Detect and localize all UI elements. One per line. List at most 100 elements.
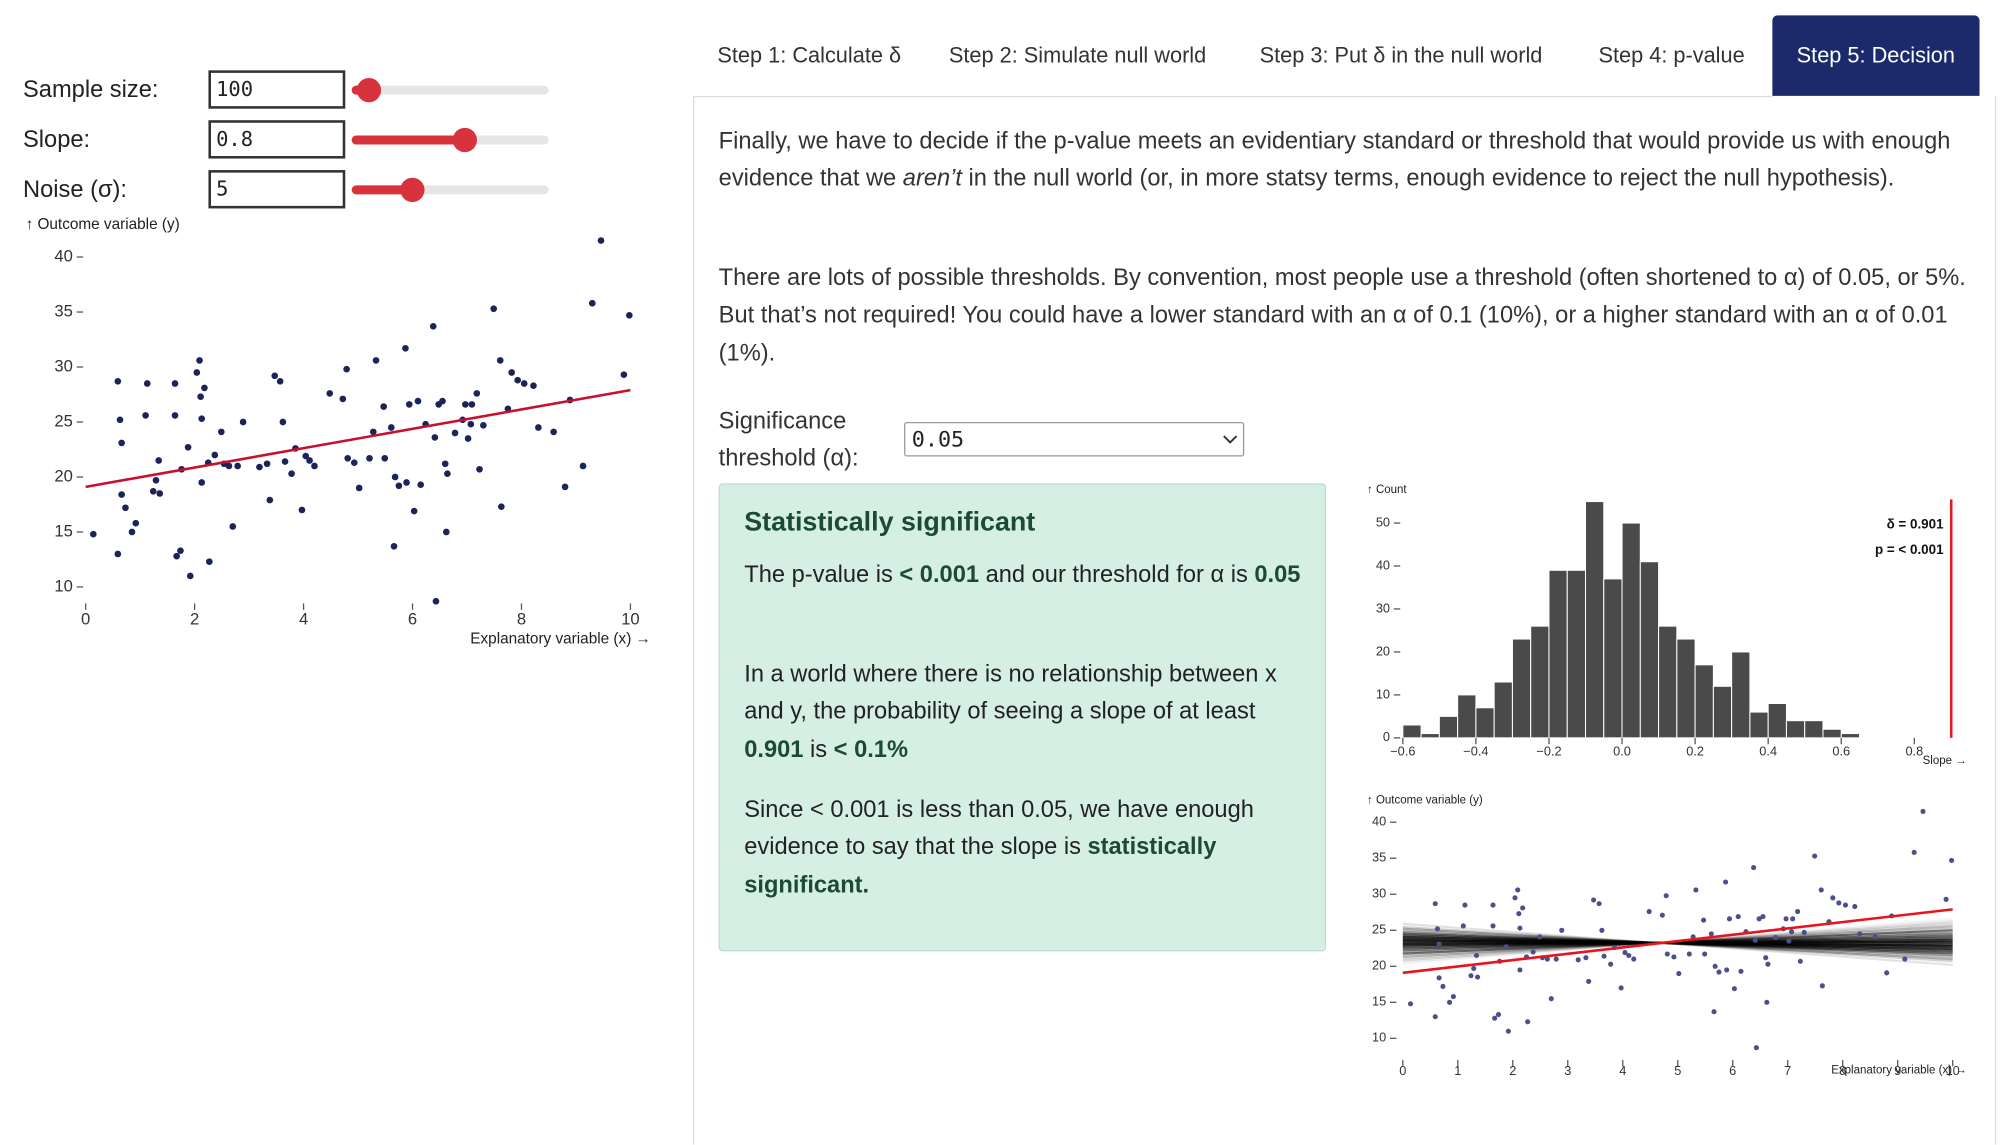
tab-active[interactable]: Step 5: Decision <box>1772 15 1980 96</box>
slider-thumb[interactable] <box>452 127 477 153</box>
slider[interactable] <box>351 127 549 153</box>
point <box>1786 938 1792 944</box>
text: is <box>803 734 834 762</box>
point <box>1701 917 1707 923</box>
point <box>288 470 295 478</box>
point <box>1773 934 1779 941</box>
point <box>1503 944 1509 950</box>
tab[interactable]: Step 3: Put δ in the null world <box>1259 43 1543 68</box>
point <box>206 558 213 565</box>
point <box>266 496 274 504</box>
point <box>184 443 192 451</box>
point <box>350 459 358 467</box>
number-input[interactable]: 0.8 <box>208 120 346 159</box>
point <box>402 344 409 352</box>
point <box>429 322 437 330</box>
point <box>1601 953 1607 959</box>
tab[interactable]: Step 2: Simulate null world <box>948 43 1207 68</box>
text: In a world where there is no relationshi… <box>744 659 1277 725</box>
point <box>217 428 225 436</box>
point <box>1738 968 1744 974</box>
slider[interactable] <box>351 78 549 103</box>
point <box>451 429 459 437</box>
point <box>1505 1028 1511 1034</box>
point <box>395 482 403 490</box>
y-tick-label: 20 <box>1372 958 1386 973</box>
point <box>417 481 425 489</box>
point <box>1622 950 1628 956</box>
point <box>1432 901 1438 907</box>
delta-label: δ = 0.901 <box>1887 516 1945 531</box>
point <box>1712 963 1718 969</box>
x-tick-label: 0 <box>1399 1063 1406 1078</box>
y-tick-label: 15 <box>54 521 72 540</box>
point <box>1475 974 1481 980</box>
slider-thumb[interactable] <box>356 78 382 103</box>
point <box>177 547 184 554</box>
point <box>490 305 498 313</box>
number-input[interactable]: 5 <box>208 170 346 209</box>
y-tick-label: 35 <box>1372 850 1386 865</box>
point <box>1530 949 1536 955</box>
x-tick-label: 2 <box>1509 1063 1516 1078</box>
point <box>588 299 596 307</box>
slider[interactable] <box>351 177 549 203</box>
y-tick-label: 30 <box>1372 886 1386 901</box>
decision-text: In a world where there is no relationshi… <box>744 655 1307 767</box>
point <box>1789 929 1795 935</box>
y-tick-label: 20 <box>1376 643 1390 658</box>
point <box>186 572 194 580</box>
number-input[interactable]: 100 <box>208 70 346 109</box>
point <box>1591 897 1597 903</box>
point <box>405 401 413 408</box>
point <box>225 462 233 470</box>
slider-thumb[interactable] <box>400 177 425 203</box>
bar <box>1530 625 1550 739</box>
tab[interactable]: Step 4: p-value <box>1598 43 1745 68</box>
point <box>118 439 125 447</box>
x-axis-label: Explanatory variable (x) → <box>1831 1064 1967 1076</box>
point <box>1618 985 1624 991</box>
panel-border <box>693 95 1773 98</box>
point <box>279 418 287 426</box>
y-tick-label: 30 <box>1376 600 1390 615</box>
bar <box>1694 664 1714 739</box>
y-tick-label: 40 <box>1372 814 1386 829</box>
bar <box>1402 724 1422 739</box>
point <box>1753 1045 1759 1051</box>
y-tick-label: 20 <box>54 466 72 485</box>
bar <box>1712 685 1733 739</box>
x-tick-label: 10 <box>1946 1063 1960 1078</box>
bar <box>1731 651 1751 739</box>
x-tick-label: 0.8 <box>1905 743 1923 758</box>
panel-border <box>693 95 695 1145</box>
bar <box>1804 720 1824 739</box>
x-tick-label: 10 <box>621 609 639 628</box>
strong: statistically significant. <box>744 832 1217 898</box>
tab[interactable]: Step 1: Calculate δ <box>717 43 902 68</box>
point <box>514 376 521 384</box>
y-tick-label: 0 <box>1383 729 1390 744</box>
point <box>1596 901 1602 907</box>
point <box>1801 929 1807 936</box>
x-tick-label: 0 <box>81 609 90 628</box>
bar <box>1566 569 1587 739</box>
point <box>263 460 271 468</box>
x-tick-label: 0.2 <box>1686 743 1704 758</box>
bar <box>1420 733 1440 739</box>
point <box>1525 1019 1531 1025</box>
point <box>114 550 122 558</box>
bar <box>1621 522 1641 739</box>
point <box>1676 970 1682 977</box>
text: and our threshold for α is <box>979 560 1255 587</box>
point <box>298 506 306 514</box>
point <box>311 462 318 470</box>
select[interactable]: 0.05 <box>904 421 1245 457</box>
point <box>1663 893 1669 899</box>
point <box>1884 970 1890 976</box>
x-tick-label: 3 <box>1564 1063 1571 1078</box>
bar <box>1639 561 1660 739</box>
point <box>1830 895 1836 901</box>
point <box>1516 911 1522 917</box>
point <box>1559 927 1565 933</box>
